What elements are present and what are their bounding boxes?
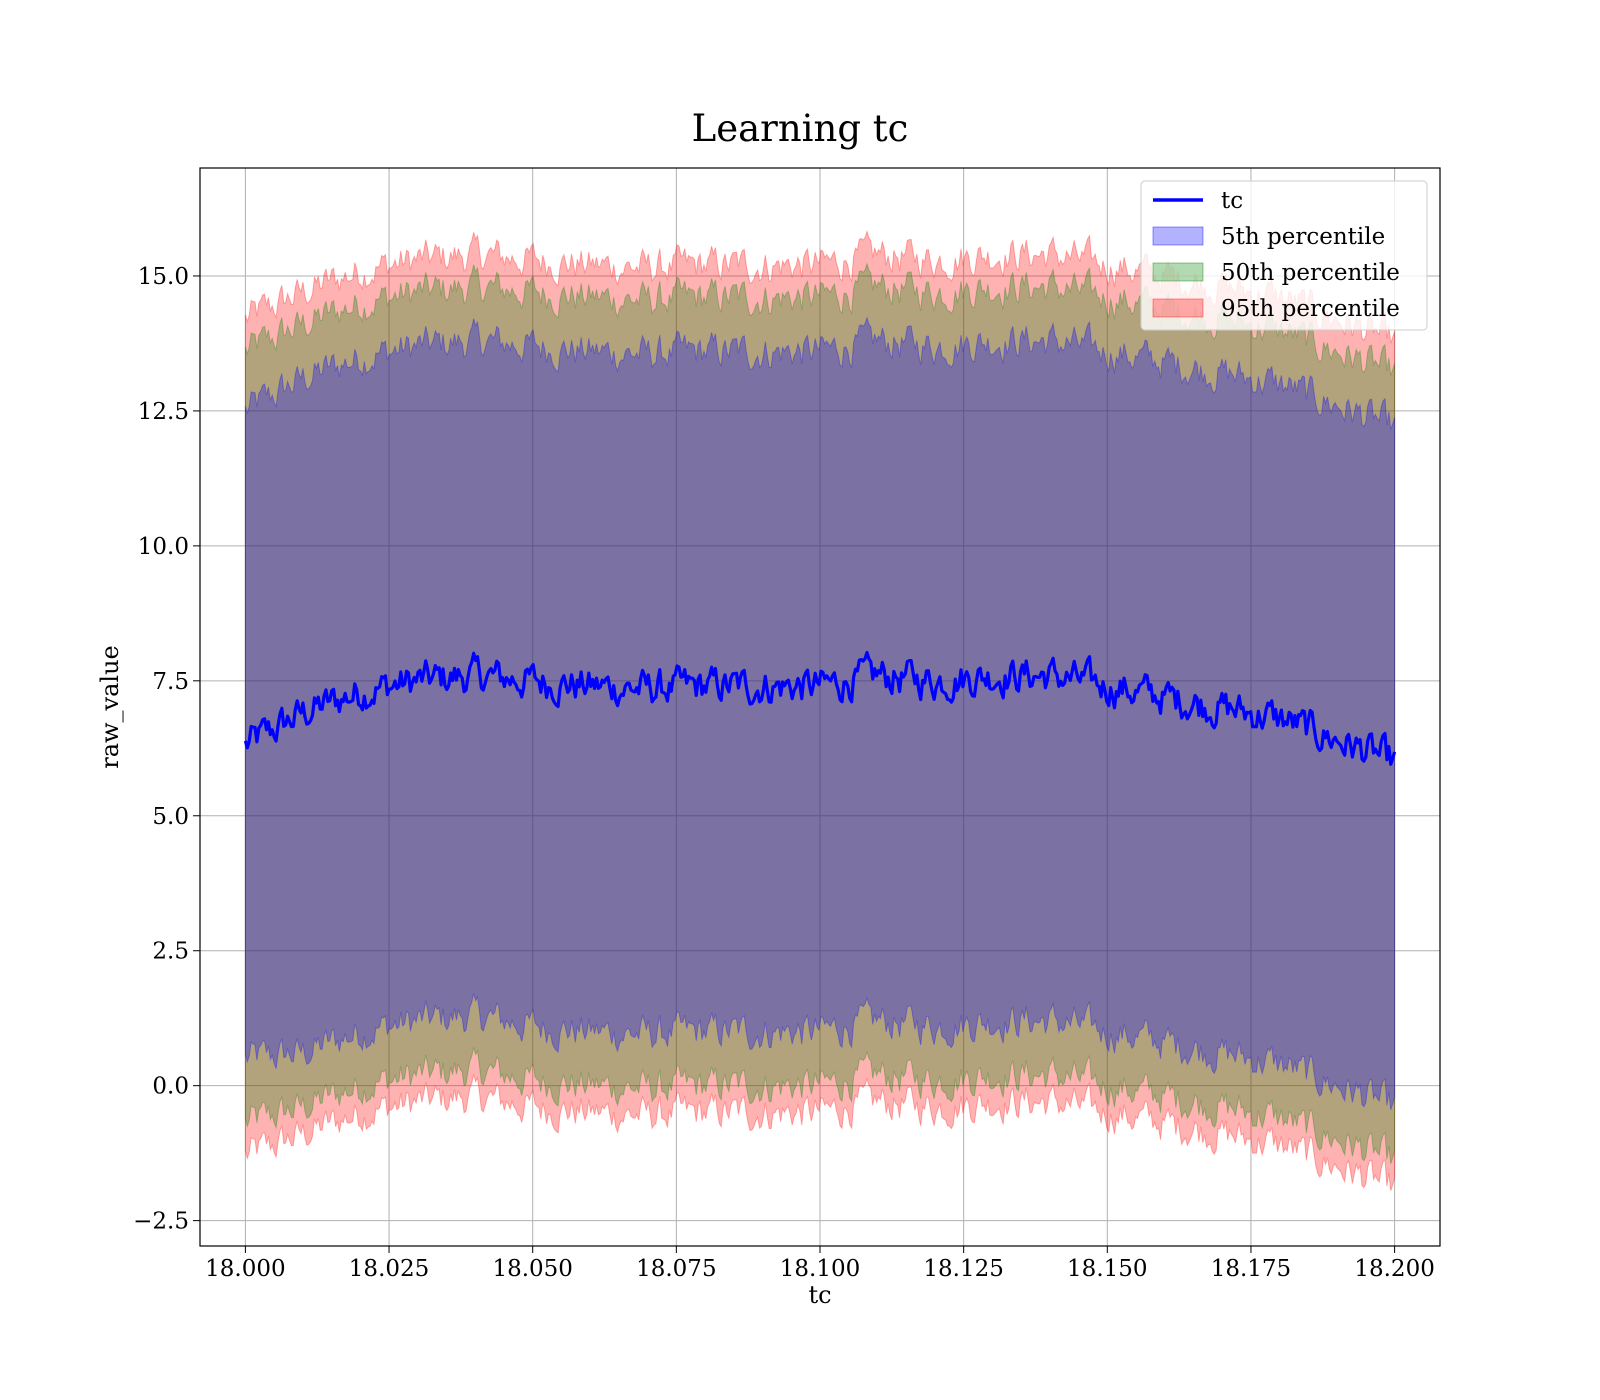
x-tick-label-7: 18.175 xyxy=(1211,1256,1291,1282)
legend-label-5th-percentile: 5th percentile xyxy=(1221,224,1385,250)
x-tick-label-8: 18.200 xyxy=(1354,1256,1434,1282)
y-tick-label-1: 0.0 xyxy=(152,1074,189,1100)
x-axis-label: tc xyxy=(808,1281,831,1309)
legend-box xyxy=(1140,180,1428,331)
x-tick-label-0: 18.000 xyxy=(205,1256,285,1282)
legend-label-50th-percentile: 50th percentile xyxy=(1221,260,1400,286)
x-tick-label-3: 18.075 xyxy=(636,1256,716,1282)
legend-label-tc: tc xyxy=(1221,188,1243,214)
x-tick-label-6: 18.150 xyxy=(1067,1256,1147,1282)
y-tick-label-6: 12.5 xyxy=(138,399,189,425)
y-axis-ticks: −2.5 0.0 2.5 5.0 7.5 10.0 12.5 15.0 xyxy=(133,264,200,1235)
chart-title: Learning tc xyxy=(692,107,909,150)
band-50th-percentile xyxy=(244,262,1396,1164)
x-axis-ticks: 18.000 18.025 18.050 18.075 18.100 18.125 18.1… xyxy=(205,1246,1435,1282)
y-tick-label-5: 10.0 xyxy=(138,534,189,560)
legend-swatch-5th-percentile xyxy=(1152,226,1204,246)
percentile-bands xyxy=(244,229,1396,1191)
legend-label-95th-percentile: 95th percentile xyxy=(1221,296,1400,322)
y-tick-label-3: 5.0 xyxy=(152,804,189,830)
x-tick-label-2: 18.050 xyxy=(492,1256,572,1282)
y-axis-label: raw_value xyxy=(96,645,124,769)
y-tick-label-7: 15.0 xyxy=(138,264,189,290)
y-tick-label-2: 2.5 xyxy=(152,939,189,965)
x-tick-label-5: 18.125 xyxy=(923,1256,1003,1282)
line-tc xyxy=(243,650,1397,766)
legend-swatch-50th-percentile xyxy=(1152,262,1204,282)
legend: tc 5th percentile 50th percentile 95th perc… xyxy=(1140,180,1428,331)
series-lines xyxy=(243,650,1397,766)
band-95th-percentile xyxy=(244,229,1396,1191)
x-tick-label-1: 18.025 xyxy=(349,1256,429,1282)
legend-swatch-95th-percentile xyxy=(1152,298,1204,318)
band-5th-percentile xyxy=(244,316,1396,1110)
y-tick-label-0: −2.5 xyxy=(133,1209,189,1235)
x-tick-label-4: 18.100 xyxy=(780,1256,860,1282)
y-tick-label-4: 7.5 xyxy=(152,669,189,695)
